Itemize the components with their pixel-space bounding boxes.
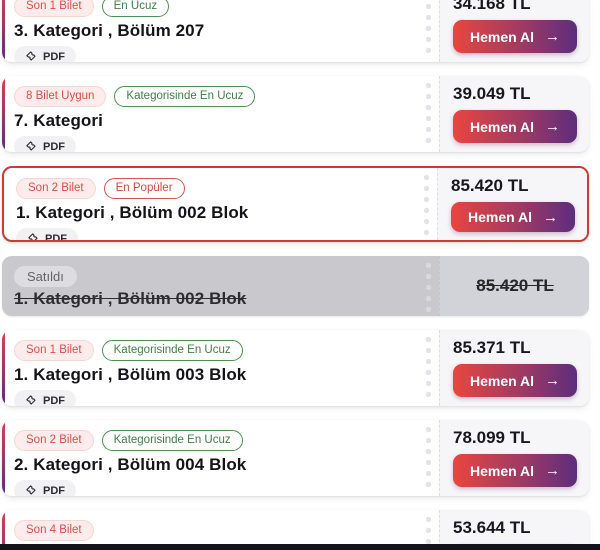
ticket-icon bbox=[25, 50, 38, 62]
ticket-price: 34.168 TL bbox=[453, 0, 531, 13]
ticket-info-section: Son 1 Bilet Kategorisinde En Ucuz 1. Kat… bbox=[2, 330, 424, 406]
buy-now-button[interactable]: Hemen Al → bbox=[453, 364, 577, 397]
perforation-dots bbox=[424, 514, 433, 550]
badge-row: Son 2 Bilet Kategorisinde En Ucuz bbox=[14, 430, 418, 451]
buy-now-label: Hemen Al bbox=[469, 118, 535, 135]
arrow-right-icon: → bbox=[543, 208, 559, 226]
ticket-price: 85.420 TL bbox=[476, 276, 554, 295]
arrow-right-icon: → bbox=[545, 372, 561, 389]
availability-badge: Son 2 Bilet bbox=[16, 178, 96, 199]
buy-now-label: Hemen Al bbox=[469, 28, 535, 45]
ticket-title: 7. Kategori bbox=[14, 111, 103, 130]
availability-badge: Son 4 Bilet bbox=[14, 520, 94, 541]
ticket-icon bbox=[27, 232, 40, 240]
ticket-price: 39.049 TL bbox=[453, 84, 531, 103]
ticket-title: 2. Kategori , Bölüm 004 Blok bbox=[14, 455, 247, 474]
badge-row: Son 2 Bilet En Popüler bbox=[16, 178, 416, 199]
ticket-info-section: Son 2 Bilet En Popüler 1. Kategori , Böl… bbox=[4, 168, 422, 240]
ticket-info-section: Son 2 Bilet Kategorisinde En Ucuz 2. Kat… bbox=[2, 420, 424, 496]
ticket-info-section: Satıldı 1. Kategori , Bölüm 002 Blok bbox=[2, 256, 424, 316]
badge-row: 8 Bilet Uygun Kategorisinde En Ucuz bbox=[14, 86, 418, 107]
price-section: 78.099 TL Hemen Al → bbox=[439, 420, 589, 496]
arrow-right-icon: → bbox=[545, 118, 561, 135]
pdf-button[interactable]: PDF bbox=[14, 480, 76, 496]
buy-now-label: Hemen Al bbox=[469, 372, 535, 389]
buy-now-button[interactable]: Hemen Al → bbox=[453, 20, 577, 53]
badge-row: Son 1 Bilet Kategorisinde En Ucuz bbox=[14, 340, 418, 361]
availability-badge: 8 Bilet Uygun bbox=[14, 86, 107, 107]
perforation-dots bbox=[424, 424, 433, 492]
price-section: 39.049 TL Hemen Al → bbox=[439, 76, 589, 152]
ticket-price: 78.099 TL bbox=[453, 428, 531, 447]
ticket-card[interactable]: Son 1 Bilet En Ucuz 3. Kategori , Bölüm … bbox=[2, 0, 589, 62]
pdf-button[interactable]: PDF bbox=[14, 136, 76, 152]
ticket-price: 85.371 TL bbox=[453, 338, 531, 357]
pdf-button[interactable]: PDF bbox=[14, 46, 76, 62]
pdf-label: PDF bbox=[43, 484, 65, 497]
ticket-card[interactable]: 8 Bilet Uygun Kategorisinde En Ucuz 7. K… bbox=[2, 76, 589, 152]
perforation-dots bbox=[424, 334, 433, 402]
arrow-right-icon: → bbox=[545, 462, 561, 479]
pdf-label: PDF bbox=[43, 50, 65, 63]
price-section: 85.371 TL Hemen Al → bbox=[439, 330, 589, 406]
buy-now-button[interactable]: Hemen Al → bbox=[453, 454, 577, 487]
ticket-card[interactable]: Son 1 Bilet Kategorisinde En Ucuz 1. Kat… bbox=[2, 330, 589, 406]
ticket-info-section: 8 Bilet Uygun Kategorisinde En Ucuz 7. K… bbox=[2, 76, 424, 152]
ticket-title: 1. Kategori , Bölüm 002 Blok bbox=[14, 289, 247, 308]
ticket-title: 3. Kategori , Bölüm 207 bbox=[14, 21, 205, 40]
badge-row: Son 4 Bilet bbox=[14, 520, 418, 541]
availability-badge: Son 1 Bilet bbox=[14, 0, 94, 17]
category-tag-badge: Kategorisinde En Ucuz bbox=[114, 86, 256, 107]
perforation-dots bbox=[422, 172, 431, 236]
badge-row: Satıldı bbox=[14, 266, 418, 287]
pdf-button[interactable]: PDF bbox=[14, 390, 76, 406]
ticket-card[interactable]: Son 2 Bilet Kategorisinde En Ucuz 2. Kat… bbox=[2, 420, 589, 496]
price-section: 85.420 TL Hemen Al → bbox=[437, 168, 587, 240]
perforation-dots bbox=[424, 260, 433, 312]
buy-now-label: Hemen Al bbox=[469, 462, 535, 479]
ticket-card[interactable]: Satıldı 1. Kategori , Bölüm 002 Blok 85.… bbox=[2, 256, 589, 316]
badge-row: Son 1 Bilet En Ucuz bbox=[14, 0, 418, 17]
ticket-title: 1. Kategori , Bölüm 003 Blok bbox=[14, 365, 247, 384]
pdf-button[interactable]: PDF bbox=[16, 228, 78, 242]
availability-badge: Satıldı bbox=[14, 266, 77, 287]
price-section: 85.420 TL bbox=[439, 256, 589, 316]
ticket-icon bbox=[25, 484, 38, 496]
ticket-card[interactable]: Son 2 Bilet En Popüler 1. Kategori , Böl… bbox=[2, 166, 589, 242]
category-tag-badge: En Ucuz bbox=[101, 0, 170, 17]
category-tag-badge: Kategorisinde En Ucuz bbox=[101, 430, 243, 451]
ticket-icon bbox=[25, 140, 38, 152]
buy-now-label: Hemen Al bbox=[467, 209, 533, 225]
category-tag-badge: En Popüler bbox=[103, 178, 185, 199]
ticket-price: 85.420 TL bbox=[451, 176, 529, 195]
bottom-bar bbox=[0, 544, 600, 550]
availability-badge: Son 2 Bilet bbox=[14, 430, 94, 451]
ticket-info-section: Son 1 Bilet En Ucuz 3. Kategori , Bölüm … bbox=[2, 0, 424, 62]
ticket-price: 53.644 TL bbox=[453, 518, 531, 537]
availability-badge: Son 1 Bilet bbox=[14, 340, 94, 361]
perforation-dots bbox=[424, 80, 433, 148]
pdf-label: PDF bbox=[45, 232, 67, 242]
pdf-label: PDF bbox=[43, 394, 65, 407]
arrow-right-icon: → bbox=[545, 28, 561, 45]
perforation-dots bbox=[424, 0, 433, 58]
pdf-label: PDF bbox=[43, 140, 65, 153]
price-section: 34.168 TL Hemen Al → bbox=[439, 0, 589, 62]
ticket-icon bbox=[25, 394, 38, 406]
category-tag-badge: Kategorisinde En Ucuz bbox=[101, 340, 243, 361]
buy-now-button[interactable]: Hemen Al → bbox=[451, 202, 575, 232]
ticket-title: 1. Kategori , Bölüm 002 Blok bbox=[16, 203, 249, 222]
buy-now-button[interactable]: Hemen Al → bbox=[453, 110, 577, 143]
